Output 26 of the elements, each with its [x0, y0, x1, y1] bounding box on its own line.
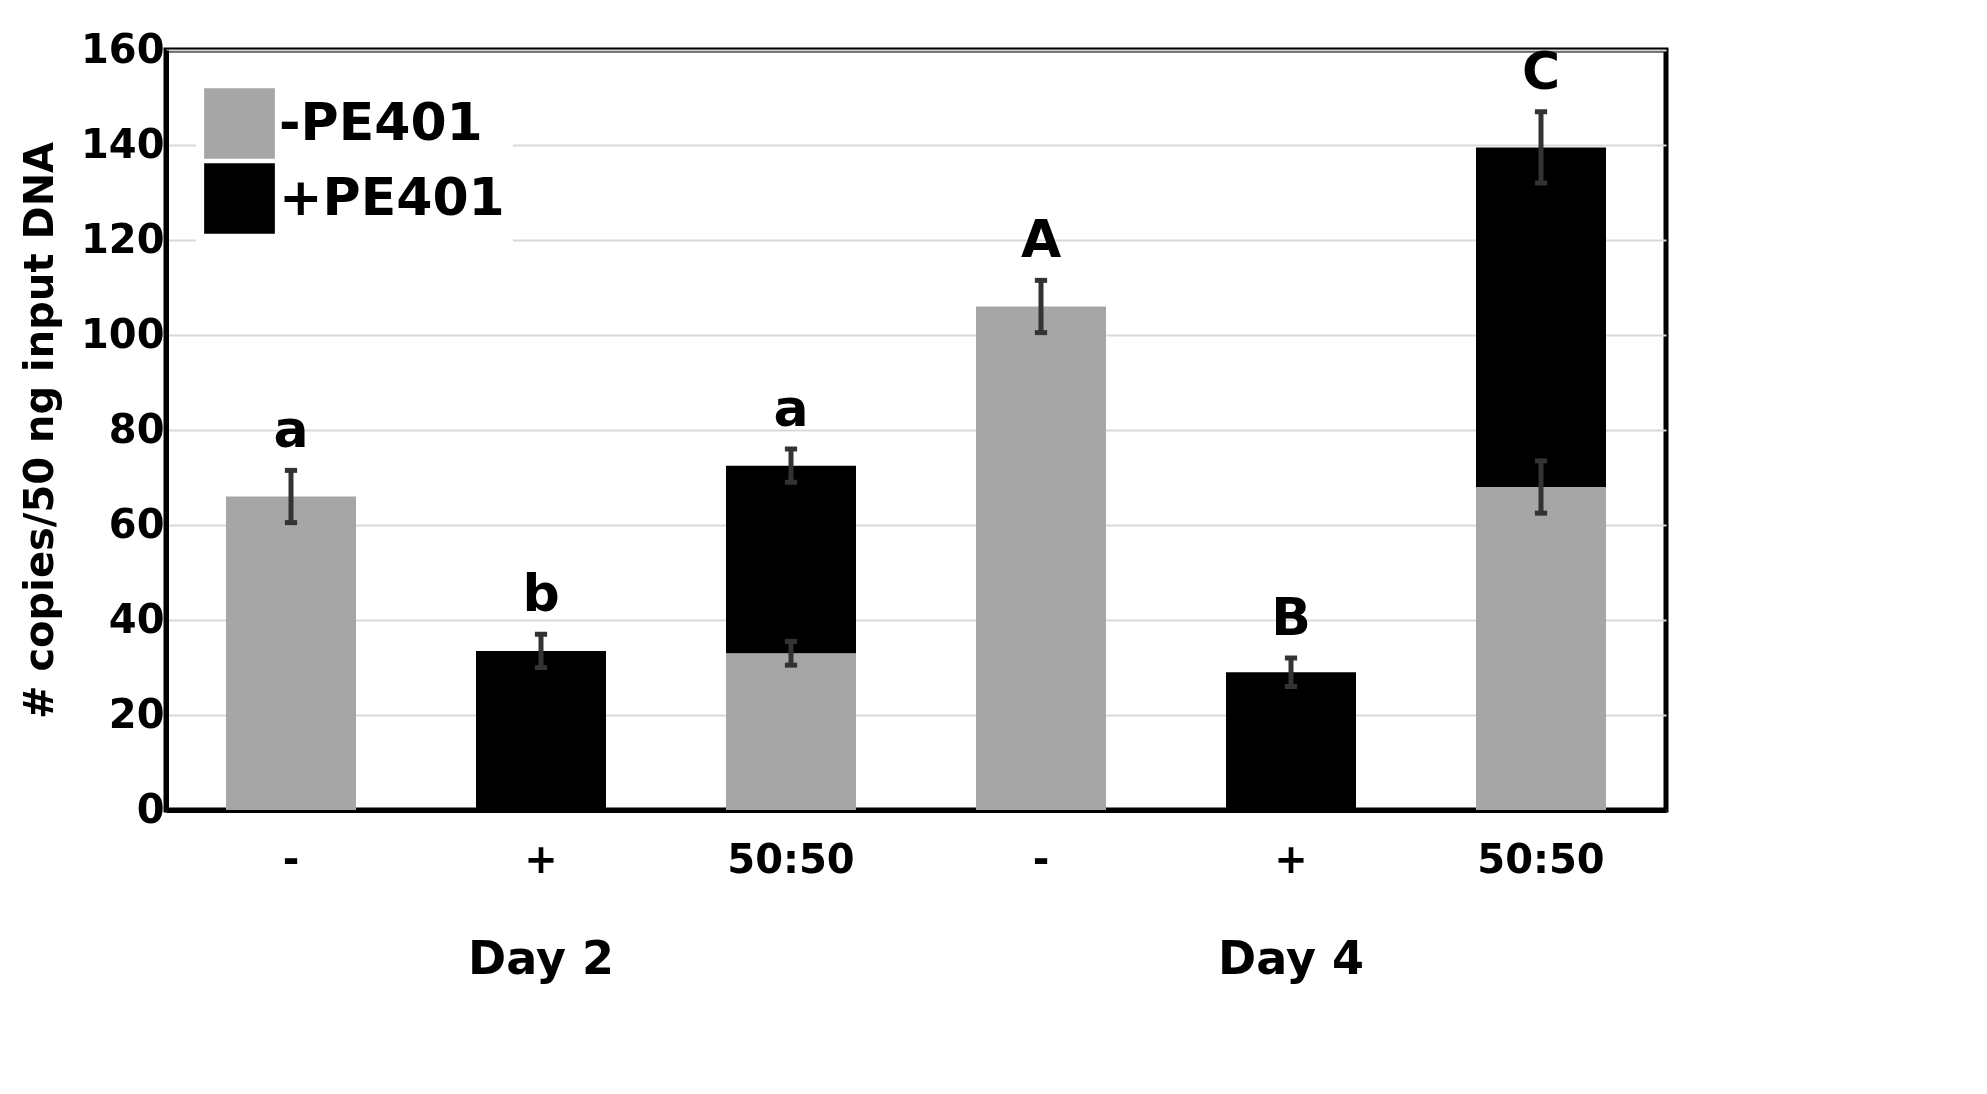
annotation: a	[773, 378, 809, 438]
y-axis-title: # copies/50 ng input DNA	[16, 141, 62, 720]
text: Day 2	[468, 931, 614, 985]
annotation: b	[522, 563, 560, 624]
annotation: C	[1521, 40, 1561, 101]
annotation: B	[1271, 587, 1311, 647]
y-tick-label: 80	[108, 405, 165, 452]
x-tick-label: +	[524, 835, 558, 882]
y-tick-label: 60	[108, 500, 165, 547]
y-tick-label: 20	[108, 690, 165, 737]
annotation: A	[1020, 209, 1062, 270]
y-tick-label: 120	[81, 215, 165, 262]
x-tick-label: -	[1032, 835, 1050, 882]
x-tick-label: 50:50	[1477, 835, 1605, 882]
x-tick-label: -	[282, 835, 300, 882]
y-tick-label: 100	[81, 310, 165, 357]
y-tick-label: 160	[81, 25, 165, 72]
y-tick-label: 40	[108, 595, 165, 642]
text: Day 4	[1218, 931, 1364, 985]
x-tick-label: 50:50	[727, 835, 855, 882]
y-tick-label: 0	[136, 785, 165, 832]
legend-label: -PE401	[279, 91, 483, 152]
y-tick-label: 140	[81, 120, 165, 167]
x-tick-label: +	[1274, 835, 1308, 882]
annotation: a	[273, 399, 309, 460]
legend-label: +PE401	[279, 166, 505, 227]
